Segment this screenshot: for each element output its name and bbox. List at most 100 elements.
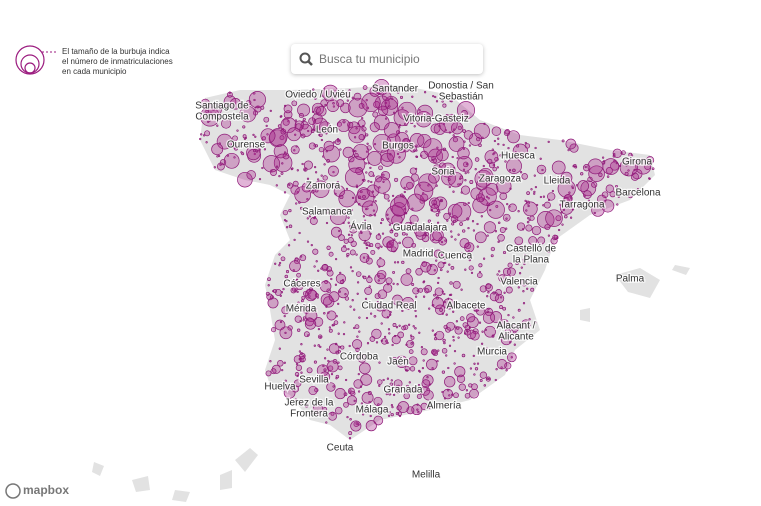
bubble — [392, 282, 395, 285]
bubble — [301, 380, 304, 383]
bubble — [452, 137, 458, 143]
bubble — [290, 167, 293, 171]
bubble — [418, 331, 421, 334]
bubble — [280, 171, 284, 175]
bubble — [299, 254, 307, 262]
bubble — [228, 91, 231, 94]
bubble — [427, 219, 432, 223]
bubble — [478, 321, 482, 324]
bubble — [363, 219, 367, 222]
bubble — [415, 144, 418, 147]
bubble — [334, 283, 338, 286]
bubble — [386, 408, 389, 411]
bubble — [348, 344, 351, 348]
bubble — [336, 138, 340, 141]
city-label: Cuenca — [438, 251, 473, 262]
city-label: Málaga — [356, 405, 389, 416]
bubble — [386, 239, 399, 252]
bubble — [386, 144, 406, 164]
bubble — [601, 199, 615, 213]
bubble — [462, 147, 466, 150]
bubble — [432, 229, 444, 242]
bubble — [424, 288, 430, 294]
bubble — [403, 208, 406, 211]
bubble — [459, 316, 465, 321]
bubble — [436, 221, 440, 224]
bubble — [380, 218, 384, 222]
bubble — [353, 326, 356, 330]
bubble — [347, 121, 354, 128]
bubble — [372, 133, 392, 153]
bubble — [435, 213, 440, 217]
bubble — [310, 129, 315, 133]
bubble — [386, 133, 401, 148]
bubble — [530, 188, 533, 191]
bubble — [365, 171, 368, 174]
bubble — [229, 98, 242, 110]
bubble — [584, 165, 587, 169]
bubble — [352, 143, 370, 161]
bubble — [400, 176, 415, 191]
bubble — [393, 261, 397, 264]
bubble — [299, 255, 303, 258]
bubble — [255, 150, 259, 153]
bubble — [409, 214, 419, 224]
bubble — [468, 255, 471, 258]
bubble — [617, 195, 620, 198]
bubble — [328, 411, 337, 421]
bubble — [395, 411, 400, 416]
bubble — [327, 365, 334, 371]
bubble — [275, 184, 278, 187]
bubble — [505, 286, 513, 294]
bubble — [633, 168, 636, 172]
bubble — [294, 257, 299, 262]
bubble — [628, 152, 633, 157]
bubble — [577, 180, 590, 192]
bubble — [362, 215, 366, 218]
bubble — [345, 211, 349, 214]
bubble — [321, 264, 329, 272]
search-placeholder[interactable]: Busca tu municipio — [319, 52, 420, 66]
bubble — [315, 260, 318, 263]
bubble — [314, 171, 318, 174]
city-label: Girona — [622, 157, 652, 168]
city-label: Donostia / San — [428, 81, 494, 92]
bubble — [278, 253, 281, 256]
bubble — [279, 320, 283, 324]
bubble — [613, 160, 616, 163]
bubble — [483, 122, 486, 126]
bubble — [283, 191, 287, 194]
bubble — [300, 299, 304, 303]
bubble — [457, 146, 470, 160]
bubble — [453, 349, 457, 353]
bubble — [296, 272, 301, 278]
bubble — [323, 140, 335, 152]
bubble — [293, 238, 296, 242]
bubble — [473, 362, 476, 365]
bubble — [522, 258, 525, 261]
bubble — [306, 217, 309, 220]
bubble — [612, 154, 616, 158]
bubble — [394, 232, 399, 237]
bubble — [524, 199, 527, 203]
bubble — [219, 163, 222, 167]
search-box[interactable]: Busca tu municipio — [291, 44, 483, 74]
bubble — [372, 111, 379, 118]
bubble — [507, 313, 510, 317]
bubble — [421, 234, 430, 243]
bubble — [314, 293, 319, 298]
bubble — [575, 184, 579, 187]
bubble — [506, 338, 509, 341]
bubble — [508, 169, 512, 172]
bubble — [362, 275, 367, 280]
bubble — [502, 143, 505, 147]
bubble — [383, 309, 386, 312]
bubble — [386, 341, 389, 345]
city-label: Jaén — [387, 357, 409, 368]
bubble — [208, 119, 211, 122]
bubble — [364, 162, 367, 165]
bubble — [218, 142, 221, 145]
bubble — [335, 94, 338, 97]
bubble — [512, 143, 529, 159]
legend-icon — [20, 54, 40, 74]
